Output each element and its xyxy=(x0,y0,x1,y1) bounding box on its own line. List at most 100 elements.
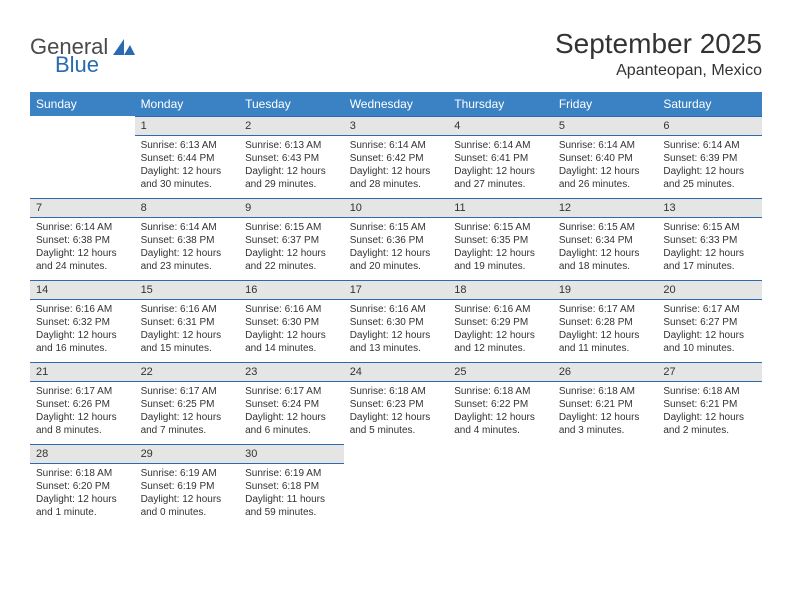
sunrise-text: Sunrise: 6:14 AM xyxy=(141,221,234,234)
day-cell xyxy=(448,444,553,526)
daylight-text: Daylight: 12 hours and 10 minutes. xyxy=(663,329,756,355)
sunset-text: Sunset: 6:23 PM xyxy=(350,398,443,411)
sunset-text: Sunset: 6:36 PM xyxy=(350,234,443,247)
daylight-text: Daylight: 12 hours and 25 minutes. xyxy=(663,165,756,191)
daylight-text: Daylight: 12 hours and 20 minutes. xyxy=(350,247,443,273)
day-number: 11 xyxy=(448,198,553,218)
day-number: 4 xyxy=(448,116,553,136)
daylight-text: Daylight: 11 hours and 59 minutes. xyxy=(245,493,338,519)
sunset-text: Sunset: 6:30 PM xyxy=(245,316,338,329)
sunrise-text: Sunrise: 6:17 AM xyxy=(141,385,234,398)
week-row: 14Sunrise: 6:16 AMSunset: 6:32 PMDayligh… xyxy=(30,280,762,362)
daylight-text: Daylight: 12 hours and 0 minutes. xyxy=(141,493,234,519)
sunset-text: Sunset: 6:19 PM xyxy=(141,480,234,493)
logo: General Blue xyxy=(30,34,135,60)
page-header: General Blue September 2025 Apanteopan, … xyxy=(30,28,762,80)
day-body: Sunrise: 6:18 AMSunset: 6:21 PMDaylight:… xyxy=(657,382,762,441)
sunrise-text: Sunrise: 6:17 AM xyxy=(559,303,652,316)
day-number: 15 xyxy=(135,280,240,300)
day-cell xyxy=(344,444,449,526)
daylight-text: Daylight: 12 hours and 4 minutes. xyxy=(454,411,547,437)
sunrise-text: Sunrise: 6:14 AM xyxy=(663,139,756,152)
day-body: Sunrise: 6:14 AMSunset: 6:38 PMDaylight:… xyxy=(135,218,240,277)
day-body: Sunrise: 6:17 AMSunset: 6:25 PMDaylight:… xyxy=(135,382,240,441)
day-number: 27 xyxy=(657,362,762,382)
day-body: Sunrise: 6:18 AMSunset: 6:20 PMDaylight:… xyxy=(30,464,135,523)
sunset-text: Sunset: 6:25 PM xyxy=(141,398,234,411)
day-cell: 7Sunrise: 6:14 AMSunset: 6:38 PMDaylight… xyxy=(30,198,135,280)
day-number: 1 xyxy=(135,116,240,136)
day-cell: 18Sunrise: 6:16 AMSunset: 6:29 PMDayligh… xyxy=(448,280,553,362)
daylight-text: Daylight: 12 hours and 13 minutes. xyxy=(350,329,443,355)
day-number: 22 xyxy=(135,362,240,382)
day-cell: 22Sunrise: 6:17 AMSunset: 6:25 PMDayligh… xyxy=(135,362,240,444)
day-number: 20 xyxy=(657,280,762,300)
day-cell: 29Sunrise: 6:19 AMSunset: 6:19 PMDayligh… xyxy=(135,444,240,526)
week-row: 7Sunrise: 6:14 AMSunset: 6:38 PMDaylight… xyxy=(30,198,762,280)
sunset-text: Sunset: 6:28 PM xyxy=(559,316,652,329)
day-number: 2 xyxy=(239,116,344,136)
sunset-text: Sunset: 6:18 PM xyxy=(245,480,338,493)
day-header-sunday: Sunday xyxy=(30,92,135,116)
day-cell: 2Sunrise: 6:13 AMSunset: 6:43 PMDaylight… xyxy=(239,116,344,198)
sunrise-text: Sunrise: 6:16 AM xyxy=(350,303,443,316)
sunrise-text: Sunrise: 6:16 AM xyxy=(141,303,234,316)
week-row: 28Sunrise: 6:18 AMSunset: 6:20 PMDayligh… xyxy=(30,444,762,526)
day-number: 26 xyxy=(553,362,658,382)
day-number: 3 xyxy=(344,116,449,136)
sunrise-text: Sunrise: 6:18 AM xyxy=(36,467,129,480)
location-subtitle: Apanteopan, Mexico xyxy=(555,62,762,80)
day-number: 23 xyxy=(239,362,344,382)
sunset-text: Sunset: 6:22 PM xyxy=(454,398,547,411)
sunrise-text: Sunrise: 6:18 AM xyxy=(350,385,443,398)
day-cell: 19Sunrise: 6:17 AMSunset: 6:28 PMDayligh… xyxy=(553,280,658,362)
sunset-text: Sunset: 6:43 PM xyxy=(245,152,338,165)
day-number: 12 xyxy=(553,198,658,218)
sunrise-text: Sunrise: 6:17 AM xyxy=(245,385,338,398)
sunset-text: Sunset: 6:21 PM xyxy=(663,398,756,411)
day-body: Sunrise: 6:18 AMSunset: 6:22 PMDaylight:… xyxy=(448,382,553,441)
day-cell: 28Sunrise: 6:18 AMSunset: 6:20 PMDayligh… xyxy=(30,444,135,526)
day-body: Sunrise: 6:14 AMSunset: 6:40 PMDaylight:… xyxy=(553,136,658,195)
sunset-text: Sunset: 6:41 PM xyxy=(454,152,547,165)
sunset-text: Sunset: 6:27 PM xyxy=(663,316,756,329)
day-body: Sunrise: 6:19 AMSunset: 6:19 PMDaylight:… xyxy=(135,464,240,523)
day-cell: 17Sunrise: 6:16 AMSunset: 6:30 PMDayligh… xyxy=(344,280,449,362)
logo-triangle-icon xyxy=(113,39,135,55)
day-number: 19 xyxy=(553,280,658,300)
day-cell: 8Sunrise: 6:14 AMSunset: 6:38 PMDaylight… xyxy=(135,198,240,280)
day-cell: 20Sunrise: 6:17 AMSunset: 6:27 PMDayligh… xyxy=(657,280,762,362)
daylight-text: Daylight: 12 hours and 26 minutes. xyxy=(559,165,652,191)
day-number: 25 xyxy=(448,362,553,382)
daylight-text: Daylight: 12 hours and 27 minutes. xyxy=(454,165,547,191)
sunset-text: Sunset: 6:44 PM xyxy=(141,152,234,165)
daylight-text: Daylight: 12 hours and 8 minutes. xyxy=(36,411,129,437)
calendar-page: General Blue September 2025 Apanteopan, … xyxy=(0,0,792,546)
sunset-text: Sunset: 6:26 PM xyxy=(36,398,129,411)
day-body: Sunrise: 6:14 AMSunset: 6:42 PMDaylight:… xyxy=(344,136,449,195)
day-cell xyxy=(553,444,658,526)
day-body: Sunrise: 6:16 AMSunset: 6:31 PMDaylight:… xyxy=(135,300,240,359)
sunrise-text: Sunrise: 6:14 AM xyxy=(36,221,129,234)
day-cell: 4Sunrise: 6:14 AMSunset: 6:41 PMDaylight… xyxy=(448,116,553,198)
sunrise-text: Sunrise: 6:15 AM xyxy=(245,221,338,234)
week-row: 21Sunrise: 6:17 AMSunset: 6:26 PMDayligh… xyxy=(30,362,762,444)
sunrise-text: Sunrise: 6:15 AM xyxy=(454,221,547,234)
day-number: 6 xyxy=(657,116,762,136)
day-body: Sunrise: 6:16 AMSunset: 6:29 PMDaylight:… xyxy=(448,300,553,359)
daylight-text: Daylight: 12 hours and 1 minute. xyxy=(36,493,129,519)
day-body: Sunrise: 6:19 AMSunset: 6:18 PMDaylight:… xyxy=(239,464,344,523)
daylight-text: Daylight: 12 hours and 3 minutes. xyxy=(559,411,652,437)
sunrise-text: Sunrise: 6:18 AM xyxy=(663,385,756,398)
day-cell: 23Sunrise: 6:17 AMSunset: 6:24 PMDayligh… xyxy=(239,362,344,444)
day-number: 13 xyxy=(657,198,762,218)
day-header-friday: Friday xyxy=(553,92,658,116)
sunrise-text: Sunrise: 6:17 AM xyxy=(36,385,129,398)
day-cell xyxy=(657,444,762,526)
day-body: Sunrise: 6:17 AMSunset: 6:26 PMDaylight:… xyxy=(30,382,135,441)
daylight-text: Daylight: 12 hours and 7 minutes. xyxy=(141,411,234,437)
day-cell: 30Sunrise: 6:19 AMSunset: 6:18 PMDayligh… xyxy=(239,444,344,526)
daylight-text: Daylight: 12 hours and 17 minutes. xyxy=(663,247,756,273)
sunset-text: Sunset: 6:21 PM xyxy=(559,398,652,411)
day-header-row: SundayMondayTuesdayWednesdayThursdayFrid… xyxy=(30,92,762,116)
